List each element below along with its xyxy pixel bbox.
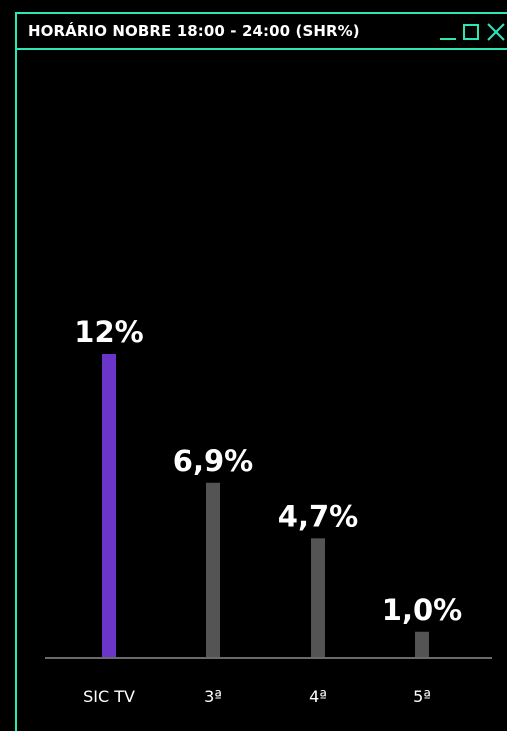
category-label-3: 4ª [309, 687, 327, 706]
window-controls [438, 18, 507, 46]
chart-window: HORÁRIO NOBRE 18:00 - 24:00 (SHR%) [15, 12, 507, 731]
data-label-3: 4,7% [278, 499, 358, 533]
category-label-1: SIC TV [83, 687, 135, 706]
bar-4 [415, 631, 429, 657]
data-label-1: 12% [74, 315, 143, 349]
category-label-2: 3ª [204, 687, 222, 706]
title-bar: HORÁRIO NOBRE 18:00 - 24:00 (SHR%) [17, 14, 507, 50]
close-icon[interactable] [485, 21, 507, 43]
bar-3 [311, 538, 325, 657]
bar-1 [102, 354, 116, 657]
data-label-4: 1,0% [382, 593, 462, 627]
data-label-2: 6,9% [173, 444, 253, 478]
maximize-icon[interactable] [461, 22, 481, 42]
category-label-4: 5ª [413, 687, 431, 706]
minimize-icon[interactable] [438, 22, 458, 42]
window-title: HORÁRIO NOBRE 18:00 - 24:00 (SHR%) [28, 22, 360, 40]
bar-2 [206, 482, 220, 657]
